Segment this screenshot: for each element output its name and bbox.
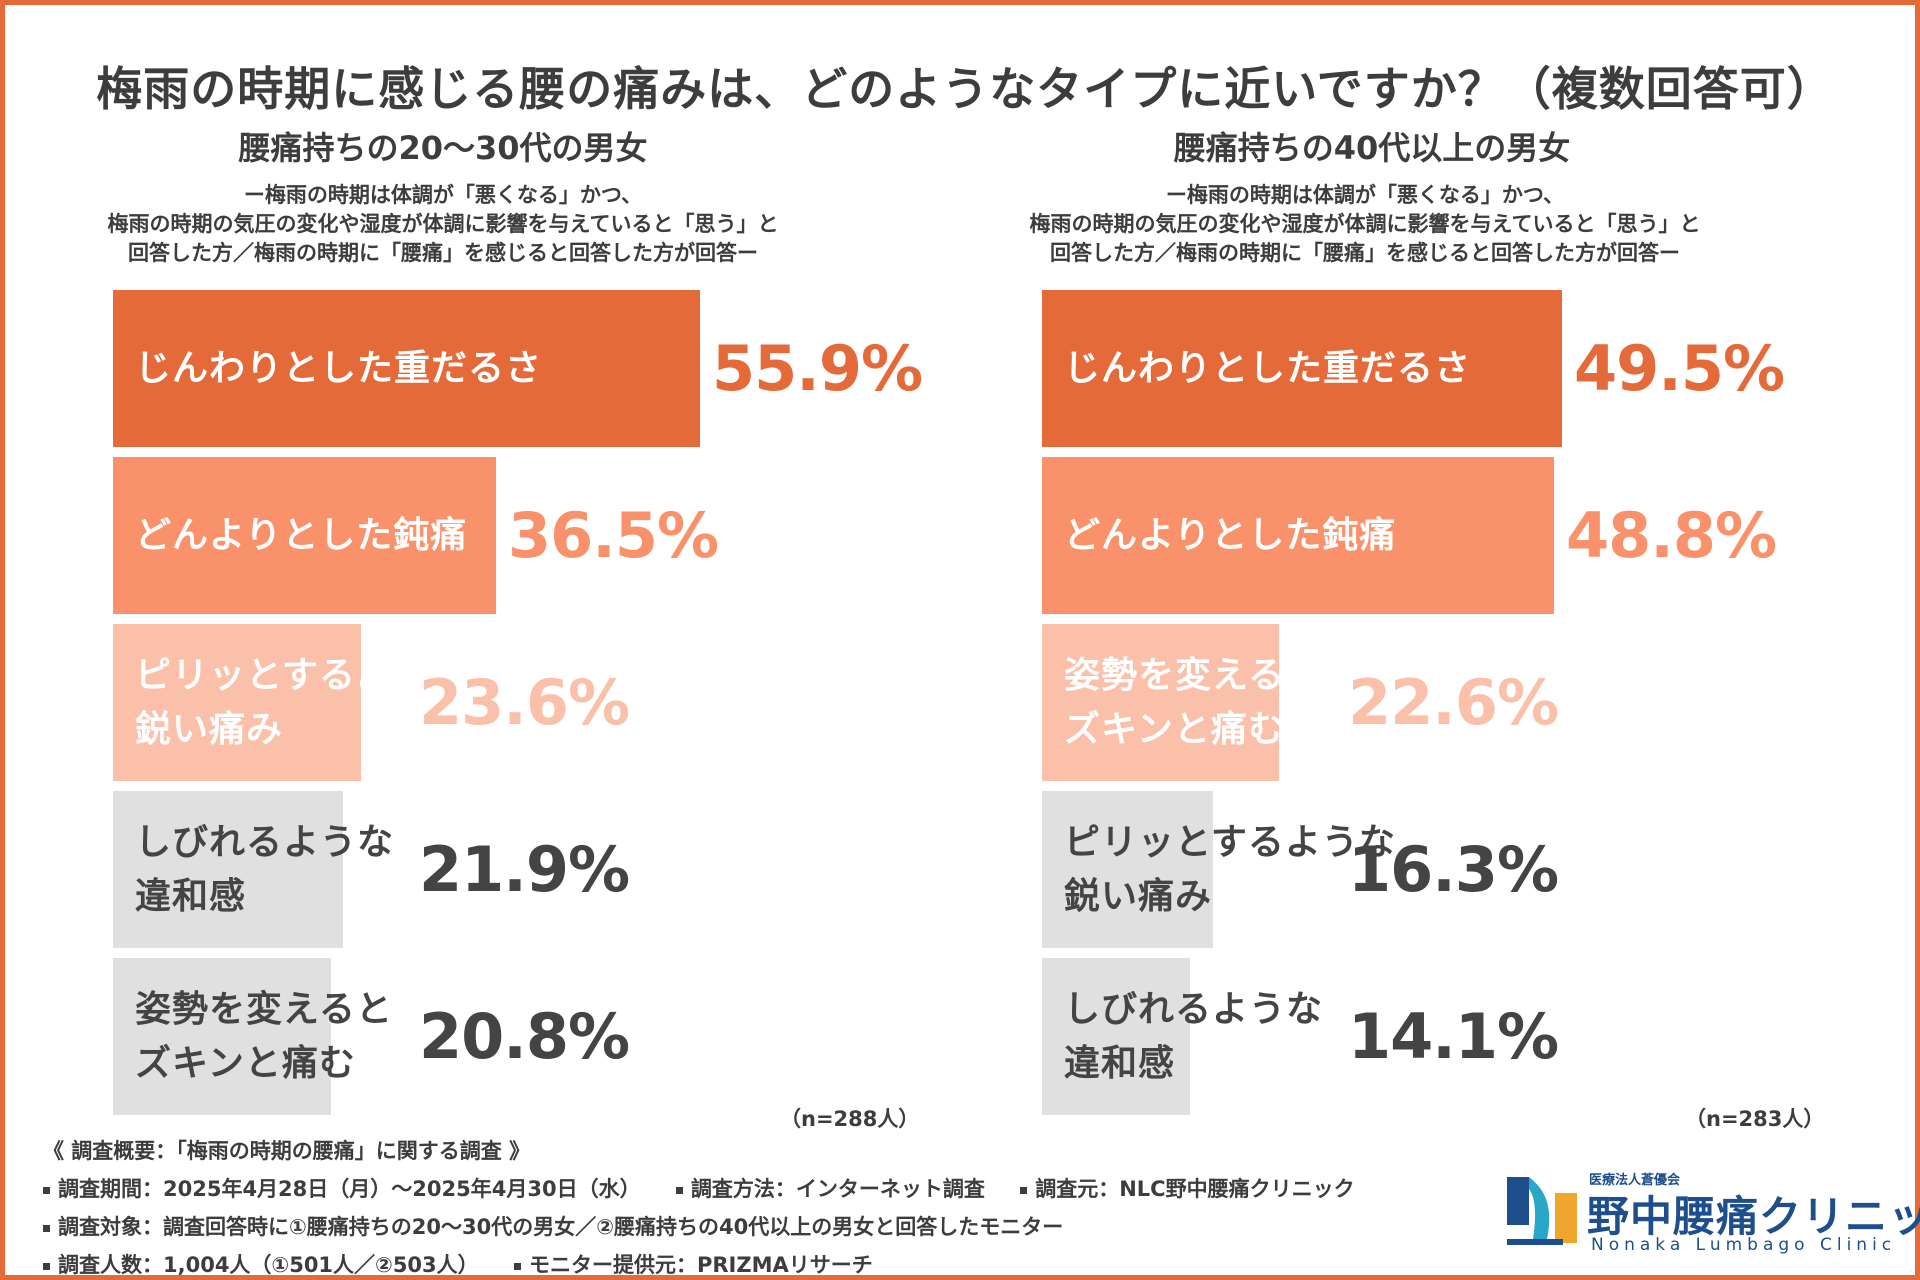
bar-label-line: 違和感: [1064, 1042, 1176, 1084]
panel-subtitle-line: 梅雨の時期の気圧の変化や湿度が体調に影響を与えていると「思う」と: [107, 212, 779, 236]
clinic-logo: 医療法人蒼優会 野中腰痛クリニック Nonaka Lumbago Clinic: [1503, 1163, 1920, 1255]
bar-value-label: 21.9%: [419, 832, 630, 906]
panel-subtitle-right: ー梅雨の時期は体調が「悪くなる」かつ、 梅雨の時期の気圧の変化や湿度が体調に影響…: [1015, 181, 1715, 268]
panel-subtitle-line: 回答した方／梅雨の時期に「腰痛」を感じると回答した方が回答ー: [128, 241, 758, 265]
bar-rank-3: [1042, 624, 1279, 781]
bar-label-line: ピリッとするような: [1064, 821, 1396, 863]
bar-label: ピリッとするような 鋭い痛み: [135, 649, 467, 757]
bar-value-label: 14.1%: [1348, 999, 1559, 1073]
clinic-logo-mark-icon: [1507, 1177, 1577, 1245]
footer-heading: 《 調査概要：「梅雨の時期の腰痛」に関する調査 》: [43, 1139, 531, 1163]
bar-label: どんよりとした鈍痛: [135, 509, 467, 563]
bar-rank-1: [113, 290, 700, 447]
clinic-name-english: Nonaka Lumbago Clinic: [1591, 1235, 1897, 1255]
bar-value-label: 20.8%: [419, 999, 630, 1073]
bar-label: じんわりとした重だるさ: [1064, 342, 1471, 396]
bar-rank-2: [1042, 457, 1554, 614]
footer-target: 調査対象：調査回答時に①腰痛持ちの20〜30代の男女／②腰痛持ちの40代以上の男…: [58, 1215, 1064, 1239]
footer-count: 調査人数：1,004人（①501人／②503人）: [58, 1253, 479, 1277]
bar-label-line: 鋭い痛み: [135, 708, 284, 750]
bar-rank-2: [113, 457, 496, 614]
bar-chart-left: じんわりとした重だるさ 55.9% どんよりとした鈍痛 36.5% ピリッとするような鋭…: [113, 290, 933, 1115]
bar-label-line: どんよりとした鈍痛: [1064, 514, 1397, 556]
clinic-corporation: 医療法人蒼優会: [1589, 1173, 1681, 1188]
panel-subtitle-line: 回答した方／梅雨の時期に「腰痛」を感じると回答した方が回答ー: [1050, 241, 1680, 265]
bar-label: じんわりとした重だるさ: [135, 342, 542, 396]
bar-rank-5: [1042, 958, 1190, 1115]
bar-label-line: ピリッとするような: [135, 654, 467, 696]
bar-value-label: 16.3%: [1348, 832, 1559, 906]
bar-label-line: じんわりとした重だるさ: [1064, 347, 1472, 389]
sample-size-right: （n=283人）: [1685, 1107, 1825, 1131]
footer-method: 調査方法：インターネット調査: [690, 1177, 985, 1201]
bar-rank-5: [113, 958, 331, 1115]
clinic-name: 野中腰痛クリニック: [1587, 1192, 1920, 1241]
bar-label-line: どんよりとした鈍痛: [135, 514, 468, 556]
footer-line-2: 調査対象：調査回答時に①腰痛持ちの20〜30代の男女／②腰痛持ちの40代以上の男…: [43, 1211, 1063, 1241]
bar-label-line: 姿勢を変えると: [135, 988, 393, 1030]
bar-rank-1: [1042, 290, 1562, 447]
bar-label-line: ズキンと痛む: [135, 1042, 356, 1084]
bar-label: しびれるような 違和感: [135, 816, 394, 924]
bar-label-line: ズキンと痛む: [1064, 708, 1285, 750]
bar-label: 姿勢を変えると ズキンと痛む: [135, 983, 393, 1091]
bar-value-label: 23.6%: [419, 665, 630, 739]
bar-label-line: しびれるような: [135, 821, 395, 863]
bar-label-line: しびれるような: [1064, 988, 1324, 1030]
footer-source: 調査元：NLC野中腰痛クリニック: [1035, 1177, 1355, 1201]
bar-label: しびれるような 違和感: [1064, 983, 1323, 1091]
footer-provider: モニター提供元：PRIZMAリサーチ: [528, 1253, 873, 1277]
bar-label-line: 鋭い痛み: [1064, 875, 1213, 917]
main-title: 梅雨の時期に感じる腰の痛みは、どのようなタイプに近いですか？（複数回答可）: [96, 62, 1834, 116]
panel-subtitle-line: 梅雨の時期の気圧の変化や湿度が体調に影響を与えていると「思う」と: [1029, 212, 1701, 236]
bar-value-label: 49.5%: [1574, 331, 1785, 405]
panel-subtitle-line: ー梅雨の時期は体調が「悪くなる」かつ、: [243, 183, 643, 207]
footer-period: 調査期間：2025年4月28日（月）〜2025年4月30日（水）: [58, 1177, 641, 1201]
bar-label: 姿勢を変えると ズキンと痛む: [1064, 649, 1322, 757]
footer-line-3: 調査人数：1,004人（①501人／②503人） モニター提供元：PRIZMAリ…: [43, 1249, 873, 1279]
bar-rank-4: [1042, 791, 1213, 948]
bar-rank-4: [113, 791, 343, 948]
bar-rank-3: [113, 624, 361, 781]
bar-chart-right: じんわりとした重だるさ 49.5% どんよりとした鈍痛 48.8% 姿勢を変えると ズキン…: [1042, 290, 1862, 1115]
bar-value-label: 55.9%: [712, 331, 923, 405]
bar-label-line: 違和感: [135, 875, 247, 917]
bar-label: ピリッとするような 鋭い痛み: [1064, 816, 1396, 924]
bar-label-line: 姿勢を変えると: [1064, 654, 1322, 696]
sample-size-left: （n=288人）: [780, 1107, 920, 1131]
bar-value-label: 36.5%: [508, 498, 719, 572]
bar-label: どんよりとした鈍痛: [1064, 509, 1396, 563]
panel-title-left: 腰痛持ちの20〜30代の男女: [238, 129, 648, 167]
bar-value-label: 48.8%: [1566, 498, 1777, 572]
panel-subtitle-line: ー梅雨の時期は体調が「悪くなる」かつ、: [1165, 183, 1565, 207]
panel-subtitle-left: ー梅雨の時期は体調が「悪くなる」かつ、 梅雨の時期の気圧の変化や湿度が体調に影響…: [93, 181, 793, 268]
bar-value-label: 22.6%: [1348, 665, 1559, 739]
panel-title-right: 腰痛持ちの40代以上の男女: [1173, 129, 1571, 167]
footer-line-1: 調査期間：2025年4月28日（月）〜2025年4月30日（水） 調査方法：イン…: [43, 1173, 1355, 1203]
bar-label-line: じんわりとした重だるさ: [135, 347, 543, 389]
